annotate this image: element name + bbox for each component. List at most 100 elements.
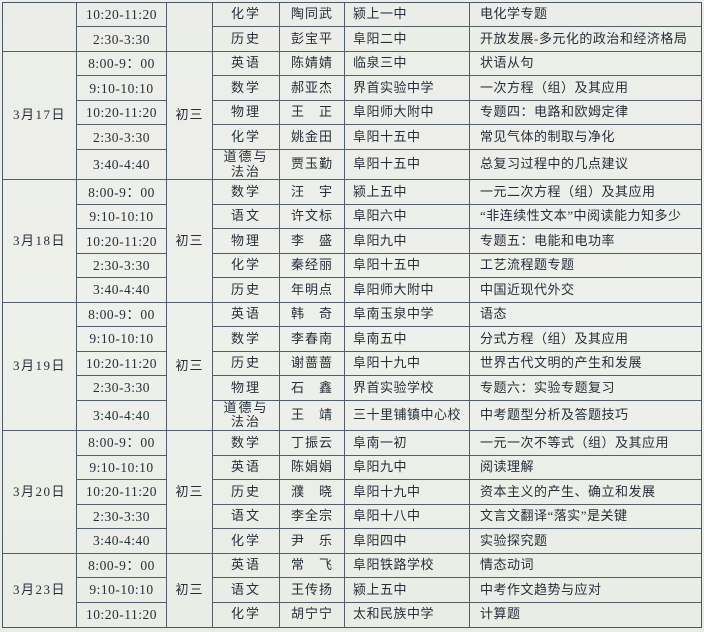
time-cell: 8:00-9：00 <box>77 51 167 77</box>
school-cell: 颍上五中 <box>345 180 470 205</box>
topic-cell: “非连续性文本”中阅读能力知多少 <box>470 205 701 230</box>
teacher-cell: 郝亚杰 <box>280 76 345 101</box>
time-cell: 9:10-10:10 <box>77 455 167 481</box>
school-cell: 阜阳九中 <box>345 455 470 481</box>
time-cell: 8:00-9：00 <box>77 180 167 205</box>
school-cell: 阜阳铁路学校 <box>345 553 470 579</box>
grade-cell: 初三 <box>167 431 213 554</box>
time-cell: 9:10-10:10 <box>77 578 167 603</box>
teacher-cell: 年明点 <box>280 278 345 303</box>
topic-cell: 分式方程（组）及其应用 <box>470 327 701 352</box>
subject-cell: 物理 <box>213 100 280 126</box>
time-cell: 9:10-10:10 <box>77 204 167 230</box>
teacher-cell: 濮 晓 <box>280 480 345 505</box>
time-cell: 3:40-4:40 <box>77 149 167 181</box>
time-cell: 2:30-3:30 <box>77 253 167 279</box>
subject-cell: 道德与 法治 <box>213 149 280 181</box>
school-cell: 阜阳四中 <box>345 529 470 554</box>
school-cell: 阜阳十八中 <box>345 504 470 530</box>
time-cell: 8:00-9：00 <box>77 431 167 456</box>
subject-cell: 语文 <box>213 578 280 603</box>
school-cell: 三十里铺镇中心校 <box>345 400 470 432</box>
school-cell: 界首实验中学 <box>345 76 470 101</box>
topic-cell: 中考题型分析及答题技巧 <box>470 401 701 432</box>
time-cell: 2:30-3:30 <box>77 27 167 52</box>
topic-cell: 一次方程（组）及其应用 <box>470 76 701 101</box>
subject-cell: 数学 <box>213 431 280 456</box>
topic-cell: 中国近现代外交 <box>470 278 701 303</box>
date-cell <box>3 3 77 52</box>
time-cell: 8:00-9：00 <box>77 302 167 328</box>
topic-cell: 实验探究题 <box>470 529 701 554</box>
subject-cell: 化学 <box>213 529 280 554</box>
time-cell: 10:20-11:20 <box>77 602 167 627</box>
topic-cell: 一元一次不等式（组）及其应用 <box>470 431 701 456</box>
subject-cell: 物理 <box>213 229 280 254</box>
date-cell: 3月20日 <box>3 431 77 554</box>
topic-cell: 专题五：电能和电功率 <box>470 229 701 254</box>
topic-cell: 世界古代文明的产生和发展 <box>470 352 701 377</box>
school-cell: 阜阳六中 <box>345 204 470 230</box>
school-cell: 阜阳十五中 <box>345 253 470 279</box>
school-cell: 界首实验学校 <box>345 376 470 401</box>
subject-cell: 历史 <box>213 351 280 377</box>
date-cell: 3月17日 <box>3 51 77 181</box>
school-cell: 阜阳师大附中 <box>345 100 470 126</box>
school-cell: 临泉三中 <box>345 51 470 77</box>
topic-cell: 资本主义的产生、确立和发展 <box>470 480 701 505</box>
subject-cell: 英语 <box>213 51 280 77</box>
date-cell: 3月23日 <box>3 553 77 627</box>
topic-cell: 状语从句 <box>470 52 701 77</box>
subject-cell: 英语 <box>213 455 280 481</box>
teacher-cell: 李全宗 <box>280 504 345 530</box>
subject-cell: 物理 <box>213 376 280 401</box>
grade-cell: 初三 <box>167 302 213 432</box>
school-cell: 阜阳十五中 <box>345 125 470 150</box>
time-cell: 2:30-3:30 <box>77 376 167 401</box>
subject-cell: 化学 <box>213 602 280 627</box>
teacher-cell: 石 鑫 <box>280 376 345 401</box>
topic-cell: 阅读理解 <box>470 456 701 481</box>
time-cell: 8:00-9：00 <box>77 553 167 579</box>
school-cell: 阜阳师大附中 <box>345 278 470 303</box>
teacher-cell: 秦经丽 <box>280 253 345 279</box>
subject-cell: 化学 <box>213 3 280 28</box>
subject-cell: 历史 <box>213 27 280 52</box>
teacher-cell: 丁振云 <box>280 431 345 456</box>
teacher-cell: 姚金田 <box>280 125 345 150</box>
school-cell: 阜阳九中 <box>345 229 470 254</box>
school-cell: 阜阳十九中 <box>345 480 470 505</box>
subject-cell: 语文 <box>213 504 280 530</box>
teacher-cell: 陈娟娟 <box>280 455 345 481</box>
time-cell: 10:20-11:20 <box>77 100 167 126</box>
teacher-cell: 贾玉勤 <box>280 149 345 181</box>
teacher-cell: 王 靖 <box>280 400 345 432</box>
topic-cell: 中考作文趋势与应对 <box>470 578 701 603</box>
subject-cell: 数学 <box>213 180 280 205</box>
time-cell: 2:30-3:30 <box>77 125 167 150</box>
subject-cell: 化学 <box>213 125 280 150</box>
date-cell: 3月19日 <box>3 302 77 432</box>
school-cell: 阜阳十九中 <box>345 351 470 377</box>
date-cell: 3月18日 <box>3 180 77 303</box>
topic-cell: 工艺流程题专题 <box>470 254 701 279</box>
teacher-cell: 常 飞 <box>280 553 345 579</box>
school-cell: 阜阳十五中 <box>345 149 470 181</box>
subject-cell: 化学 <box>213 253 280 279</box>
topic-cell: 开放发展-多元化的政治和经济格局 <box>470 27 701 52</box>
subject-cell: 语文 <box>213 204 280 230</box>
time-cell: 2:30-3:30 <box>77 504 167 530</box>
time-cell: 10:20-11:20 <box>77 480 167 505</box>
subject-cell: 数学 <box>213 327 280 352</box>
school-cell: 颍上五中 <box>345 578 470 603</box>
teacher-cell: 李春南 <box>280 327 345 352</box>
subject-cell: 历史 <box>213 278 280 303</box>
school-cell: 阜南一初 <box>345 431 470 456</box>
teacher-cell: 胡宁宁 <box>280 602 345 627</box>
topic-cell: 电化学专题 <box>470 3 701 28</box>
grade-cell <box>167 3 213 52</box>
teacher-cell: 谢蔷蔷 <box>280 351 345 377</box>
topic-cell: 一元二次方程（组）及其应用 <box>470 180 701 205</box>
